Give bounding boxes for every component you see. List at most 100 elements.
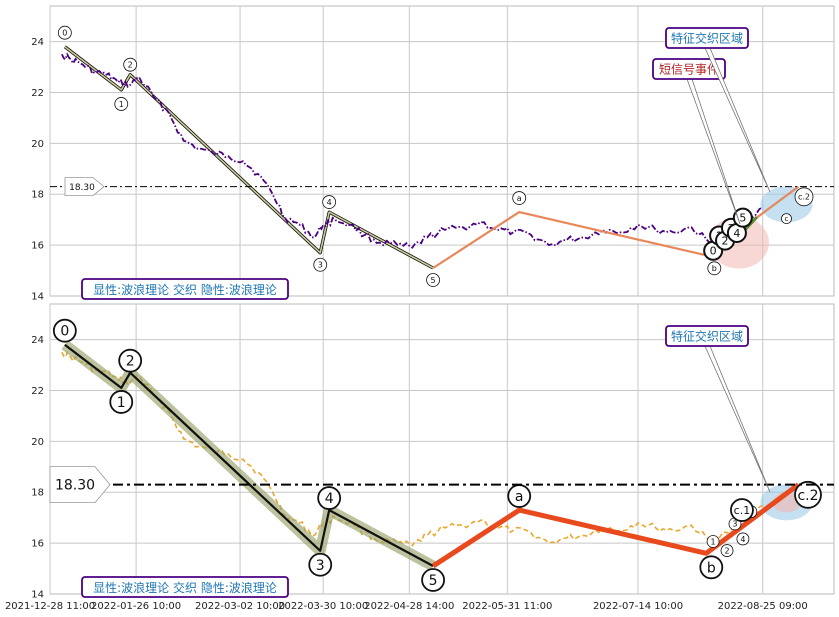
wave-marker-text: 5: [431, 276, 436, 285]
sub-wave-marker-text: 5: [739, 212, 746, 225]
y-tick-label: 24: [31, 335, 44, 346]
correction-marker-b-circle: [699, 555, 724, 580]
wave-marker-circle: [317, 486, 342, 510]
x-tick-label: 2022-03-02 10:00: [195, 601, 285, 612]
annotation-short-signal-text: 短信号事件: [659, 63, 719, 77]
wave-marker: 4: [322, 195, 337, 209]
correction-marker-b-circle: [707, 261, 722, 276]
wave-marker: 4: [317, 486, 342, 510]
sub-wave-marker-text: 3: [732, 520, 737, 529]
wave-marker-circle: [426, 273, 440, 287]
wave-marker: 5: [421, 568, 445, 592]
wave-marker-c1-text: c.1: [734, 504, 751, 517]
y-tick-label: 14: [31, 590, 44, 601]
correction-marker-b-text: b: [707, 560, 716, 576]
wave-marker-c1: c.1: [730, 498, 754, 522]
annotation-feature-zone-text: 特征交织区域: [671, 31, 743, 46]
wave-marker-c2-text: c.2: [797, 488, 818, 504]
correction-marker-b: b: [707, 261, 722, 276]
wave-marker-circle: [57, 25, 72, 40]
correction-marker-c: c: [781, 213, 792, 224]
y-tick-label: 18: [31, 488, 44, 499]
hline-label-text: 18.30: [69, 183, 95, 193]
legend-top: 显性:波浪理论 交织 隐性:波浪理论: [81, 278, 289, 300]
wave-marker: 1: [114, 97, 129, 111]
correction-line: [431, 482, 800, 569]
wave-marker-circle: [114, 97, 129, 111]
annotation-feature-zone-box: [665, 325, 749, 347]
wave-marker-circle: [123, 57, 138, 72]
annotation-short-signal-box: [652, 58, 726, 80]
annotation-feature-zone-box: [665, 27, 749, 49]
x-tick-label: 2022-08-25 09:00: [718, 601, 808, 612]
wave-marker-c2-circle: [794, 480, 822, 509]
correction-marker-a-text: a: [515, 489, 524, 505]
wave-marker-text: 3: [318, 261, 323, 270]
hline-label: 18.30: [64, 177, 105, 197]
correction-marker-a: a: [512, 191, 527, 205]
sub-wave-marker: 2: [720, 544, 734, 557]
annotation-feature-zone-arrow: [704, 345, 771, 493]
x-tick-label: 2022-05-31 11:00: [462, 601, 552, 612]
sub-wave-marker-text: 4: [733, 227, 740, 240]
x-tick-label: 2022-01-26 10:00: [91, 601, 181, 612]
wave-marker-circle: [52, 318, 77, 343]
x-tick-label: 2022-07-14 10:00: [593, 601, 683, 612]
sub-wave-marker-circle: [720, 544, 734, 557]
sub-wave-marker-text: 0: [710, 245, 717, 258]
wave-marker: 2: [123, 57, 138, 72]
wave-marker: 0: [52, 318, 77, 343]
wave-marker: 3: [313, 257, 328, 272]
plot-area-top: [49, 5, 835, 297]
y-tick-label: 22: [31, 88, 44, 99]
x-tick-label: 2022-03-30 10:00: [278, 601, 368, 612]
wave-marker: 1: [109, 390, 134, 414]
y-tick-label: 22: [31, 386, 44, 397]
wave-marker-text: 5: [429, 573, 438, 589]
x-tick-label: 2021-12-28 11:00: [5, 601, 95, 612]
correction-marker-a-circle: [512, 191, 527, 205]
sub-wave-marker-circle: [736, 532, 750, 546]
hline-label-text: 18.30: [55, 478, 95, 494]
sub-wave-marker-text: 2: [722, 235, 729, 248]
legend-text: 显性:波浪理论 交织 隐性:波浪理论: [93, 282, 277, 297]
price-line: [61, 350, 764, 547]
wave-marker-c2: c.2: [794, 187, 814, 207]
legend-text: 显性:波浪理论 交织 隐性:波浪理论: [93, 580, 277, 595]
correction-marker-b: b: [699, 555, 724, 580]
x-tick-label: 2022-04-28 14:00: [364, 601, 454, 612]
hline-label-box: [64, 177, 105, 197]
sub-wave-marker: 5: [732, 207, 753, 228]
wave-marker-circle: [118, 348, 143, 373]
correction-marker-a: a: [507, 484, 532, 508]
sub-wave-marker-circle: [732, 207, 753, 228]
price-line: [61, 52, 764, 249]
wave-marker-text: 4: [327, 198, 332, 207]
y-tick-label: 20: [31, 139, 44, 150]
sub-wave-marker: 1: [706, 535, 720, 548]
correction-marker-a-text: a: [517, 194, 522, 203]
sub-wave-marker: 4: [736, 532, 750, 546]
wave-marker-circle: [109, 390, 134, 414]
wave-marker-text: 0: [60, 324, 69, 340]
sub-wave-marker-text: 2: [724, 546, 729, 555]
hline-label-box: [49, 466, 111, 504]
y-tick-label: 16: [31, 241, 44, 252]
sub-wave-marker-text: 1: [711, 537, 716, 546]
wave-marker: 5: [426, 273, 440, 287]
correction-marker-c-text: c: [785, 215, 789, 223]
y-tick-label: 16: [31, 539, 44, 550]
wave-line: [64, 343, 434, 567]
sub-wave-marker-circle: [706, 535, 720, 548]
y-tick-label: 24: [31, 37, 44, 48]
wave-marker-text: 2: [126, 354, 135, 370]
wave-marker-text: 2: [128, 61, 133, 70]
wave-marker-circle: [308, 552, 333, 577]
plot-area-bottom: [49, 303, 835, 595]
legend-bottom: 显性:波浪理论 交织 隐性:波浪理论: [81, 576, 289, 598]
wave-marker-text: 1: [119, 100, 124, 109]
wave-marker-circle: [322, 195, 337, 209]
correction-marker-c-circle: [781, 213, 792, 224]
